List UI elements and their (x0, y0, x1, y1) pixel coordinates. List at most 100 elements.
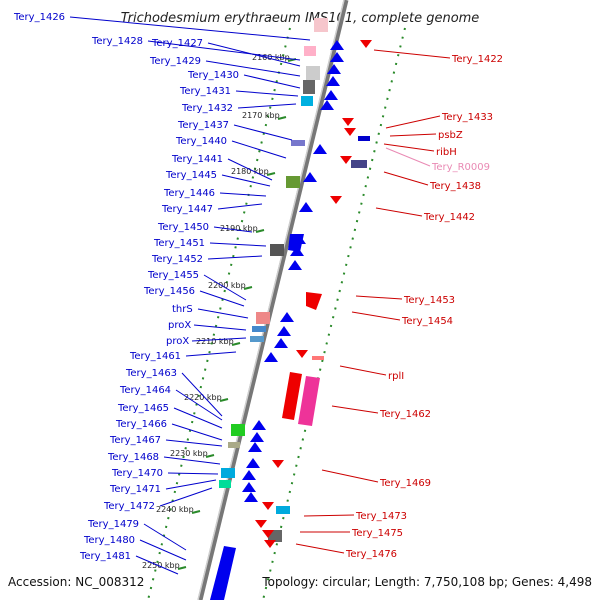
left-gene-label: Tery_1456 (143, 286, 195, 297)
right-gene-label: Tery_1475 (351, 528, 403, 539)
right-gene-label: Tery_1454 (401, 316, 453, 327)
left-gene-label: Tery_1466 (115, 419, 167, 430)
gene-feature-box (256, 312, 270, 324)
right-gene-leader (383, 171, 429, 186)
left-gene-label: Tery_1445 (165, 170, 217, 181)
left-gene-leader (237, 103, 297, 109)
left-gene-label: Tery_1479 (87, 519, 139, 530)
reverse-strand-arrow (272, 460, 284, 468)
left-gene-label: thrS (172, 304, 193, 315)
left-gene-label: Tery_1467 (109, 435, 161, 446)
left-gene-label: Tery_1426 (13, 12, 65, 23)
gene-feature-box (270, 244, 284, 256)
tick-label: 2200 kbp (208, 281, 246, 290)
tick-label: 2220 kbp (184, 393, 222, 402)
left-gene-label: Tery_1463 (125, 368, 177, 379)
left-gene-label: Tery_1464 (119, 385, 171, 396)
tick-label: 2250 kbp (142, 561, 180, 570)
right-gene-leader (385, 147, 431, 167)
left-gene-label: Tery_1472 (103, 501, 155, 512)
left-gene-leader (143, 523, 187, 551)
left-gene-leader (243, 74, 301, 89)
left-gene-leader (213, 226, 253, 233)
left-gene-label: Tery_1450 (157, 222, 209, 233)
tick-mark (277, 116, 287, 120)
left-gene-leader (235, 90, 299, 97)
gene-feature-box (276, 506, 290, 514)
gene-feature-box (306, 66, 320, 80)
right-gene-leader (385, 115, 441, 129)
gene-feature-box (314, 18, 328, 32)
tick-label: 2170 kbp (242, 111, 280, 120)
left-gene-label: Tery_1455 (147, 270, 199, 281)
gene-feature-box (301, 96, 313, 106)
left-gene-leader (193, 324, 247, 331)
forward-strand-arrow (313, 144, 327, 154)
reverse-strand-arrow (340, 156, 352, 164)
left-gene-leader (231, 140, 287, 159)
left-gene-label: proX (166, 336, 189, 347)
left-gene-leader (135, 555, 179, 575)
gene-feature-large (282, 372, 302, 420)
tick-mark (191, 510, 201, 514)
left-gene-label: Tery_1446 (163, 188, 215, 199)
tick-mark (243, 286, 253, 290)
forward-strand-arrow (242, 470, 256, 480)
left-gene-label: proX (168, 320, 191, 331)
gene-feature-box (303, 80, 315, 94)
gene-feature-reverse-block (306, 292, 322, 310)
gene-feature-box (252, 326, 266, 332)
left-gene-leader (165, 479, 217, 490)
forward-strand-arrow (288, 260, 302, 270)
left-gene-leader (205, 60, 301, 77)
left-gene-leader (207, 255, 263, 260)
left-gene-leader (167, 472, 219, 475)
right-gene-leader (355, 295, 403, 300)
forward-strand-arrow (327, 64, 341, 74)
forward-strand-arrow (326, 76, 340, 86)
left-gene-labels: Tery_1426 Tery_1428 Tery_1427 Tery_1429 Tery… (13, 12, 311, 575)
left-gene-label: Tery_1427 (151, 38, 203, 49)
forward-strand-arrow (320, 100, 334, 110)
gene-feature-box (304, 46, 316, 56)
right-gene-label: Tery_1453 (403, 295, 455, 306)
left-gene-leader (173, 407, 223, 429)
left-gene-label: Tery_1428 (91, 36, 143, 47)
forward-strand-arrow (242, 482, 256, 492)
tick-mark (219, 398, 229, 402)
forward-strand-arrow (252, 420, 266, 430)
reverse-strand-arrow (262, 502, 274, 510)
map-title: Trichodesmium erythraeum IMS101, complet… (121, 11, 480, 26)
topology-text: Topology: circular; Length: 7,750,108 bp… (261, 575, 592, 589)
genome-backbone-highlight (197, 0, 345, 600)
reverse-strand-arrow (262, 530, 274, 538)
forward-strand-arrow (277, 326, 291, 336)
reverse-strand-arrow (264, 540, 276, 548)
gene-feature-large (298, 376, 320, 426)
right-gene-leader (339, 365, 387, 376)
right-gene-leader (373, 49, 451, 59)
left-gene-label: Tery_1447 (161, 204, 213, 215)
forward-strand-arrow (274, 338, 288, 348)
forward-strand-arrow (264, 352, 278, 362)
left-gene-leader (69, 16, 311, 41)
tick-mark (231, 342, 241, 346)
forward-strand-arrow (246, 458, 260, 468)
forward-strand-arrow (330, 40, 344, 50)
right-gene-label: rplI (388, 371, 404, 382)
gene-feature-box (219, 480, 231, 488)
left-gene-label: Tery_1452 (151, 254, 203, 265)
gene-feature-box (286, 176, 300, 188)
left-gene-leader (219, 192, 267, 197)
tick-mark (255, 229, 265, 233)
forward-strand-arrow (244, 492, 258, 502)
left-gene-leader (221, 174, 271, 187)
tick-label: 2240 kbp (156, 505, 194, 514)
reverse-strand-arrow (330, 196, 342, 204)
right-gene-label: Tery_1442 (423, 212, 475, 223)
left-gene-leader (203, 274, 247, 301)
left-gene-label: Tery_1432 (181, 103, 233, 114)
gene-feature-box (312, 356, 324, 360)
right-gene-label: psbZ (438, 130, 463, 141)
